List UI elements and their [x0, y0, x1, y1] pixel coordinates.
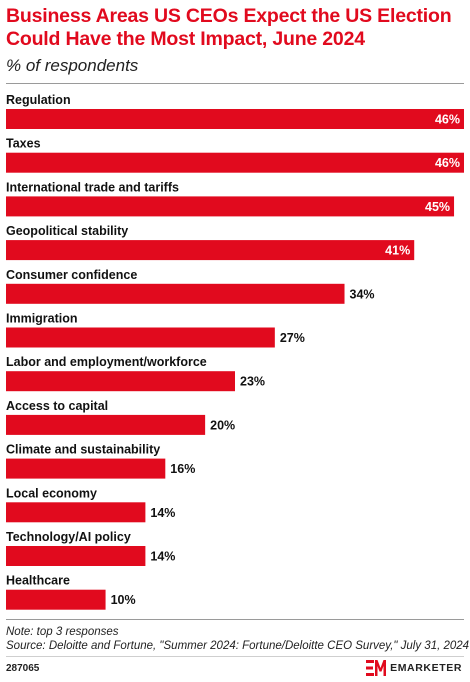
category-label: Climate and sustainability — [6, 443, 160, 457]
value-label: 41% — [385, 244, 410, 258]
bar — [6, 283, 345, 304]
bar — [6, 240, 415, 261]
value-label: 16% — [170, 462, 195, 476]
value-label: 27% — [280, 331, 305, 345]
category-label: Technology/AI policy — [6, 530, 131, 544]
value-label: 46% — [435, 113, 460, 127]
bar-chart: Regulation 46% Taxes 46% International trade… — [6, 93, 464, 610]
chart-id: 287065 — [6, 663, 40, 674]
emarketer-logo-icon — [366, 660, 387, 676]
bar — [6, 196, 455, 217]
category-label: Geopolitical stability — [6, 224, 128, 238]
footer-rule — [6, 656, 464, 657]
bar — [6, 502, 146, 523]
value-label: 34% — [350, 287, 375, 301]
chart-subtitle: % of respondents — [6, 56, 139, 75]
category-label: Regulation — [6, 93, 71, 107]
footer-divider — [6, 619, 464, 620]
value-label: 23% — [240, 375, 265, 389]
chart-title: Business Areas US CEOs Expect the US Ele… — [6, 5, 452, 50]
bar — [6, 152, 464, 173]
bar — [6, 589, 106, 610]
brand-name: EMARKETER — [390, 662, 462, 674]
value-label: 14% — [150, 506, 175, 520]
category-label: Taxes — [6, 137, 41, 151]
value-label: 46% — [435, 156, 460, 170]
bar — [6, 371, 235, 392]
value-label: 10% — [111, 593, 136, 607]
category-label: Access to capital — [6, 399, 108, 413]
value-label: 14% — [150, 550, 175, 564]
bar — [6, 546, 146, 566]
category-label: Consumer confidence — [6, 268, 137, 282]
category-label: Healthcare — [6, 574, 70, 588]
header-divider — [6, 83, 464, 84]
category-label: Local economy — [6, 486, 97, 500]
bar — [6, 109, 464, 129]
category-label: Immigration — [6, 312, 78, 326]
chart-note: Note: top 3 responses — [6, 626, 119, 638]
chart-source: Source: Deloitte and Fortune, "Summer 20… — [6, 640, 470, 652]
brand[interactable]: EMARKETER — [366, 660, 462, 676]
category-label: Labor and employment/workforce — [6, 355, 207, 369]
bar — [6, 327, 275, 348]
value-label: 45% — [425, 200, 450, 214]
value-label: 20% — [210, 418, 235, 432]
bar — [6, 414, 206, 435]
category-label: International trade and tariffs — [6, 180, 179, 194]
bar — [6, 458, 166, 479]
